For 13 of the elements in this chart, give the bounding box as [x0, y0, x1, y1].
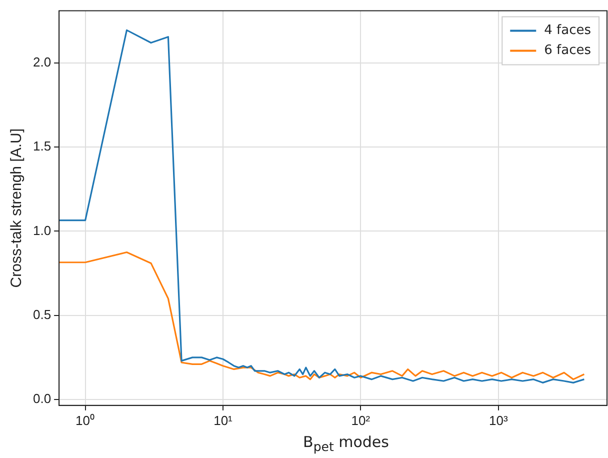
- x-axis-title: B$_{pet}$ modes: [302, 433, 390, 454]
- x-tick-label: 10²: [351, 412, 371, 428]
- y-axis-title: Cross-talk strengh [A.U]: [8, 128, 26, 288]
- legend-label: 6 faces: [544, 43, 592, 58]
- x-tick-label: 10³: [488, 412, 508, 428]
- legend-label: 4 faces: [544, 23, 592, 38]
- y-tick-label: 0.5: [32, 306, 52, 322]
- x-tick-label: 10⁰: [76, 412, 96, 428]
- y-tick-label: 0.0: [32, 391, 52, 406]
- y-tick-label: 1.0: [32, 222, 52, 238]
- y-tick-label: 1.5: [32, 138, 52, 154]
- x-tick-label: 10¹: [214, 412, 234, 428]
- y-tick-label: 2.0: [32, 54, 52, 70]
